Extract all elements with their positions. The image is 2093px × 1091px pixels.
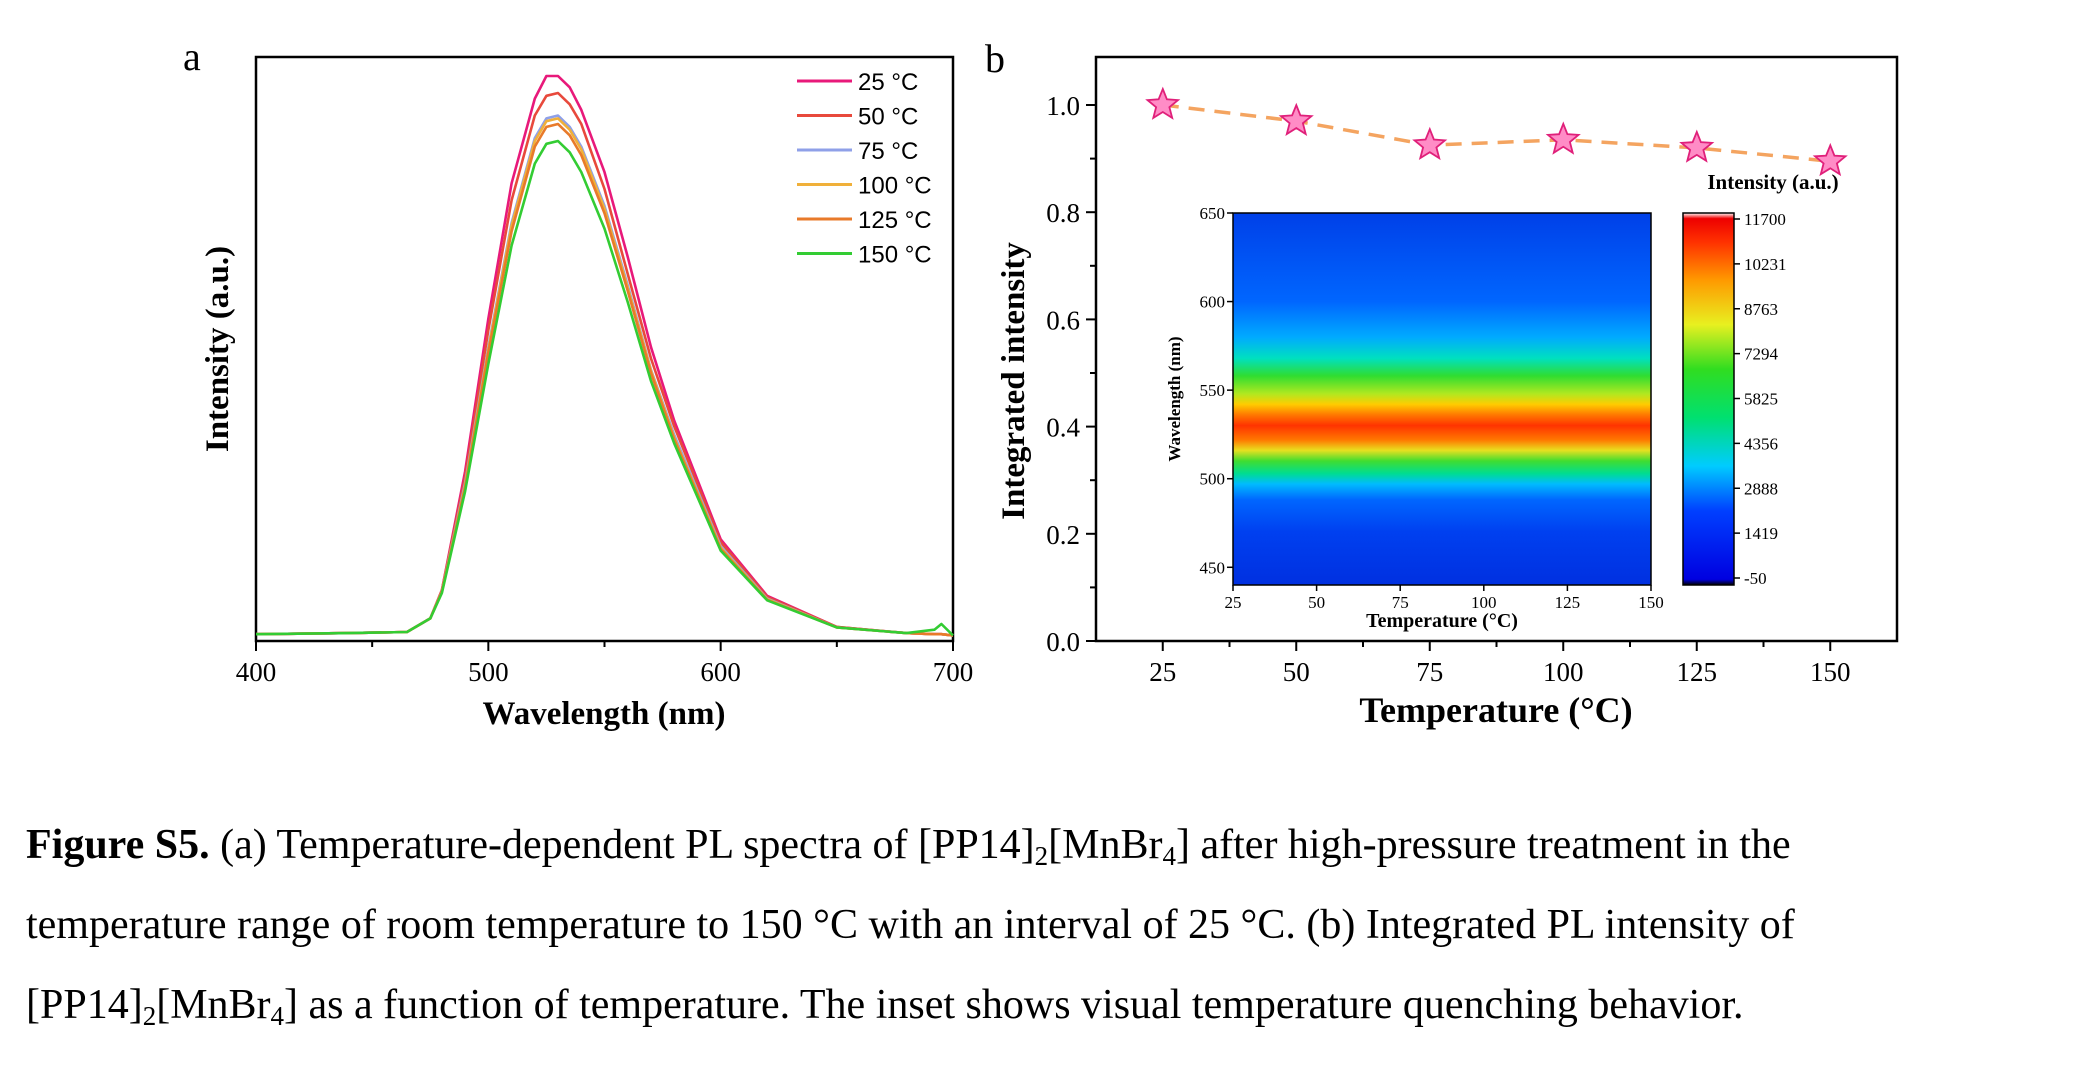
caption-text: [MnBr — [156, 982, 271, 1028]
star-marker — [1545, 121, 1581, 155]
y-tick-label: 0.4 — [1046, 413, 1080, 443]
inset-y-ticks: 450 500 550 600 650 — [1200, 204, 1233, 577]
inset-heatmap-image — [1233, 213, 1651, 585]
x-tick-label: 600 — [700, 657, 741, 687]
star-marker — [1145, 86, 1181, 120]
panel-a-plot-frame — [254, 55, 955, 643]
inset-x-tick-label: 100 — [1471, 593, 1497, 612]
panel-a-x-ticks: 400 500 600 700 — [236, 641, 974, 687]
legend-entry: 75 °C — [858, 138, 918, 165]
colorbar-tick-label: 2888 — [1744, 479, 1778, 498]
panel-b-x-axis-label: Temperature (°C) — [1359, 690, 1632, 730]
x-tick-label: 400 — [236, 657, 277, 687]
y-tick-label: 0.6 — [1046, 305, 1080, 335]
series-line-150C — [255, 139, 954, 637]
caption-text: ] as a function of temperature. The inse… — [284, 982, 1744, 1028]
panel-b-y-axis-label: Integrated intensity — [996, 242, 1032, 520]
colorbar-tick-label: -50 — [1744, 569, 1767, 588]
caption-text: ] after high-pressure treatment in the — [1176, 822, 1791, 868]
colorbar-tick-label: 10231 — [1744, 255, 1787, 274]
inset-x-tick-label: 25 — [1225, 593, 1242, 612]
star-marker — [1278, 102, 1314, 136]
caption-figure-label: Figure S5. — [26, 822, 210, 868]
panel-a-legend: 25 °C 50 °C 75 °C 100 °C 125 °C 150 °C — [797, 69, 932, 269]
panel-a-curves — [255, 74, 954, 637]
inset-x-tick-label: 150 — [1638, 593, 1664, 612]
star-marker — [1812, 142, 1848, 177]
inset-colorbar: Intensity (a.u.) 11700 10231 8763 7294 5825 4… — [1682, 170, 1839, 588]
legend-entry: 150 °C — [858, 242, 932, 269]
caption-subscript: 4 — [270, 1001, 285, 1031]
inset-y-axis-label: Wavelength (nm) — [1165, 336, 1184, 461]
y-tick-label: 0.8 — [1046, 198, 1080, 228]
inset-heatmap: 25 50 75 100 125 150 450 500 550 600 650 Temperat… — [1165, 204, 1664, 632]
caption-subscript: 2 — [142, 1001, 157, 1031]
x-tick-label: 125 — [1677, 657, 1718, 687]
y-tick-label: 0.2 — [1046, 520, 1080, 550]
caption-subscript: 2 — [1034, 841, 1049, 871]
series-line-125C — [255, 122, 954, 637]
inset-x-ticks: 25 50 75 100 125 150 — [1225, 585, 1664, 612]
inset-y-tick-label: 600 — [1200, 293, 1226, 312]
legend-entry: 50 °C — [858, 104, 918, 131]
colorbar-gradient — [1682, 212, 1735, 586]
colorbar-tick-label: 11700 — [1744, 210, 1786, 229]
caption-line-2: temperature range of room temperature to… — [26, 902, 1795, 948]
star-marker — [1412, 126, 1448, 161]
panel-b-label: b — [985, 36, 1005, 81]
colorbar-tick-label: 4356 — [1744, 434, 1778, 453]
series-line-100C — [255, 117, 954, 637]
inset-x-tick-label: 75 — [1392, 593, 1409, 612]
inset-y-tick-label: 550 — [1200, 381, 1226, 400]
legend-entry: 100 °C — [858, 173, 932, 200]
y-tick-label: 1.0 — [1046, 91, 1080, 121]
colorbar-tick-label: 1419 — [1744, 524, 1778, 543]
panel-a-y-axis-label: Intensity (a.u.) — [200, 246, 236, 452]
colorbar-ticks: 11700 10231 8763 7294 5825 4356 2888 1419 -50 — [1734, 210, 1787, 588]
inset-y-tick-label: 650 — [1200, 204, 1226, 223]
star-marker — [1679, 129, 1715, 163]
panel-a-x-axis-label: Wavelength (nm) — [483, 696, 726, 732]
inset-y-tick-label: 450 — [1200, 558, 1226, 577]
figure-caption: Figure S5. (a) Temperature-dependent PL … — [26, 805, 2076, 1045]
panel-a-label: a — [183, 34, 201, 79]
inset-x-tick-label: 50 — [1308, 593, 1325, 612]
legend-entry: 125 °C — [858, 207, 932, 234]
panel-b-star-markers — [1145, 86, 1848, 177]
inset-y-tick-label: 500 — [1200, 470, 1226, 489]
panel-a: a 400 500 600 700 25 °C 50 °C 75 °C 100 °C 125 … — [183, 34, 973, 732]
caption-subscript: 4 — [1162, 841, 1177, 871]
x-tick-label: 75 — [1416, 657, 1443, 687]
caption-text: [MnBr — [1048, 822, 1163, 868]
legend-entry: 25 °C — [858, 69, 918, 96]
x-tick-label: 25 — [1149, 657, 1176, 687]
inset-x-axis-label: Temperature (°C) — [1366, 610, 1518, 632]
inset-heatmap-frame — [1232, 212, 1652, 586]
x-tick-label: 150 — [1810, 657, 1851, 687]
caption-text: (a) Temperature-dependent PL spectra of … — [209, 822, 1035, 868]
y-tick-label: 0.0 — [1046, 627, 1080, 657]
inset-x-tick-label: 125 — [1555, 593, 1581, 612]
colorbar-tick-label: 7294 — [1744, 345, 1779, 364]
panel-b: b 0.0 0.2 0.4 0.6 0.8 1.0 25 50 75 100 125 150 Tem… — [985, 36, 1899, 730]
colorbar-tick-label: 5825 — [1744, 390, 1778, 409]
panel-b-y-ticks: 0.0 0.2 0.4 0.6 0.8 1.0 — [1046, 91, 1096, 657]
caption-line-1: Figure S5. (a) Temperature-dependent PL … — [26, 805, 2076, 885]
panel-b-series-line — [1162, 103, 1831, 164]
x-tick-label: 500 — [468, 657, 509, 687]
panel-b-x-ticks: 25 50 75 100 125 150 — [1149, 641, 1851, 687]
caption-text: [PP14] — [26, 982, 143, 1028]
x-tick-label: 50 — [1283, 657, 1310, 687]
caption-line-3: [PP14]2[MnBr4] as a function of temperat… — [26, 965, 2076, 1045]
x-tick-label: 700 — [933, 657, 974, 687]
series-line-25C — [255, 74, 954, 637]
x-tick-label: 100 — [1543, 657, 1584, 687]
colorbar-tick-label: 8763 — [1744, 300, 1778, 319]
colorbar-title: Intensity (a.u.) — [1707, 170, 1838, 194]
